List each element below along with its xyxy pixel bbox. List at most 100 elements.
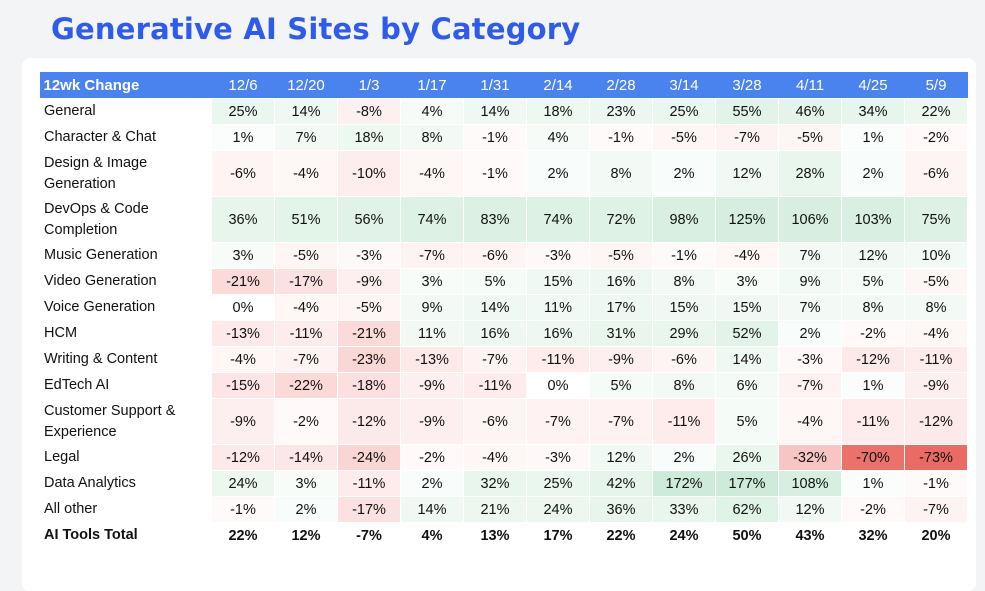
value-cell: -7% (715, 124, 779, 151)
value-cell: 1% (841, 124, 905, 151)
value-cell: -3% (526, 444, 590, 471)
value-cell: 2% (400, 470, 464, 497)
value-cell: 15% (652, 294, 716, 321)
value-cell: -18% (337, 372, 401, 399)
value-cell: 17% (589, 294, 653, 321)
value-cell: -9% (400, 398, 464, 445)
value-cell: 14% (463, 98, 527, 125)
value-cell: -4% (904, 320, 968, 347)
value-cell: 34% (841, 98, 905, 125)
column-header: 1/31 (463, 72, 527, 99)
table-row: All other -1% 2% -17% 14% 21% 24% 36% 33% 62% 12% -… (39, 496, 968, 523)
value-cell: -5% (274, 242, 338, 269)
value-cell: -70% (841, 444, 905, 471)
value-cell: 12% (841, 242, 905, 269)
value-cell: 55% (715, 98, 779, 125)
column-header: 4/25 (841, 72, 905, 99)
value-cell: -6% (904, 150, 968, 197)
value-cell: -7% (778, 372, 842, 399)
value-cell: -7% (526, 398, 590, 445)
row-label: All other (39, 496, 212, 523)
value-cell: -2% (841, 496, 905, 523)
value-cell: -6% (463, 398, 527, 445)
value-cell: 16% (463, 320, 527, 347)
value-cell: 16% (589, 268, 653, 295)
value-cell: -9% (337, 268, 401, 295)
value-cell: 42% (589, 470, 653, 497)
value-cell: 36% (211, 196, 275, 243)
value-cell: 2% (526, 150, 590, 197)
value-cell: -7% (904, 496, 968, 523)
value-cell: 9% (778, 268, 842, 295)
value-cell: 177% (715, 470, 779, 497)
value-cell: 103% (841, 196, 905, 243)
value-cell: 43% (778, 522, 842, 549)
value-cell: -1% (652, 242, 716, 269)
value-cell: 2% (778, 320, 842, 347)
table-row: Customer Support & Experience -9% -2% -12% -9… (39, 398, 968, 445)
row-label: Legal (39, 444, 212, 471)
value-cell: -12% (841, 346, 905, 373)
value-cell: -11% (337, 470, 401, 497)
value-cell: -21% (337, 320, 401, 347)
value-cell: 17% (526, 522, 590, 549)
value-cell: 6% (715, 372, 779, 399)
table-row: Character & Chat 1% 7% 18% 8% -1% 4% -1% -5% -7% -… (39, 124, 968, 151)
value-cell: -1% (904, 470, 968, 497)
value-cell: 106% (778, 196, 842, 243)
value-cell: -23% (337, 346, 401, 373)
value-cell: -5% (589, 242, 653, 269)
value-cell: -14% (274, 444, 338, 471)
value-cell: -9% (904, 372, 968, 399)
table-row: Music Generation 3% -5% -3% -7% -6% -3% -5% -1% -… (39, 242, 968, 269)
value-cell: 5% (463, 268, 527, 295)
value-cell: 14% (463, 294, 527, 321)
value-cell: 14% (715, 346, 779, 373)
value-cell: -9% (589, 346, 653, 373)
value-cell: 10% (904, 242, 968, 269)
heatmap-table: 12wk Change 12/6 12/20 1/3 1/17 1/31 2/14 2/28 3… (39, 72, 968, 549)
row-label: General (39, 98, 212, 125)
row-label: Customer Support & Experience (39, 398, 212, 445)
value-cell: 8% (904, 294, 968, 321)
value-cell: 125% (715, 196, 779, 243)
value-cell: -7% (463, 346, 527, 373)
value-cell: -3% (337, 242, 401, 269)
row-label: Character & Chat (39, 124, 212, 151)
value-cell: 22% (904, 98, 968, 125)
value-cell: -6% (211, 150, 275, 197)
value-cell: 25% (652, 98, 716, 125)
value-cell: -10% (337, 150, 401, 197)
row-label: Design & Image Generation (39, 150, 212, 197)
value-cell: -8% (337, 98, 401, 125)
value-cell: -4% (463, 444, 527, 471)
value-cell: 12% (778, 496, 842, 523)
column-header: 12/20 (274, 72, 338, 99)
column-header: 12/6 (211, 72, 275, 99)
value-cell: 4% (400, 98, 464, 125)
value-cell: -1% (211, 496, 275, 523)
value-cell: 18% (337, 124, 401, 151)
value-cell: 0% (211, 294, 275, 321)
value-cell: -11% (526, 346, 590, 373)
value-cell: -21% (211, 268, 275, 295)
value-cell: -24% (337, 444, 401, 471)
value-cell: 3% (274, 470, 338, 497)
column-header: 2/14 (526, 72, 590, 99)
value-cell: 15% (526, 268, 590, 295)
column-header: 3/28 (715, 72, 779, 99)
value-cell: 5% (715, 398, 779, 445)
value-cell: 22% (211, 522, 275, 549)
value-cell: 29% (652, 320, 716, 347)
header-row: 12wk Change 12/6 12/20 1/3 1/17 1/31 2/14 2/28 3… (39, 72, 968, 99)
value-cell: 8% (652, 372, 716, 399)
value-cell: 18% (526, 98, 590, 125)
value-cell: -4% (400, 150, 464, 197)
value-cell: 2% (274, 496, 338, 523)
value-cell: 62% (715, 496, 779, 523)
value-cell: -12% (337, 398, 401, 445)
value-cell: 2% (652, 444, 716, 471)
value-cell: 8% (652, 268, 716, 295)
value-cell: -12% (904, 398, 968, 445)
value-cell: 98% (652, 196, 716, 243)
